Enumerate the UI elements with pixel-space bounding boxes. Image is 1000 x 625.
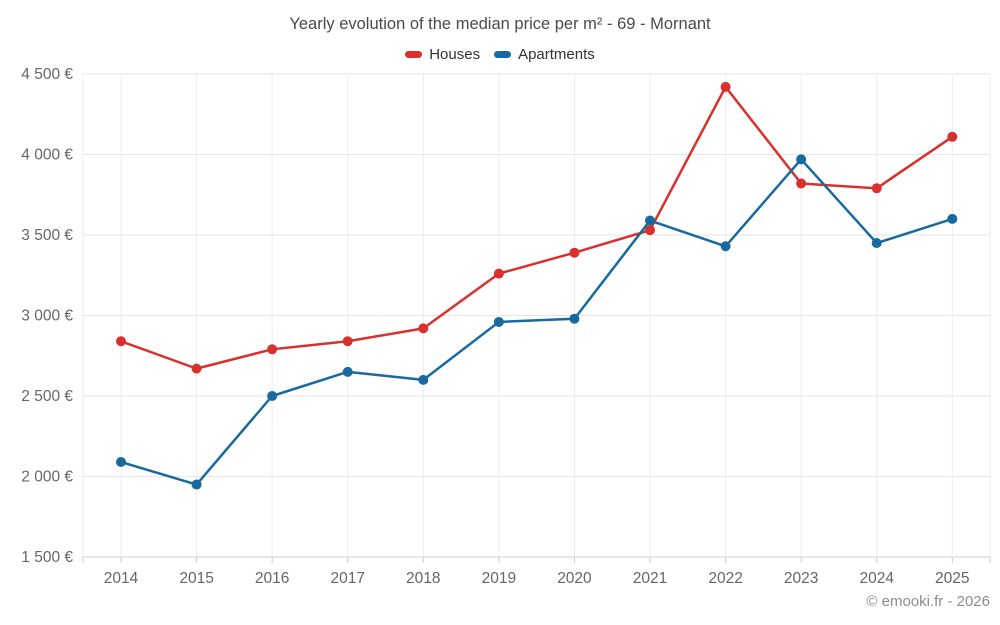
houses-legend-swatch-icon (405, 51, 423, 58)
data-point-houses-2025[interactable] (947, 131, 958, 142)
apartments-legend-swatch-icon (494, 51, 512, 58)
legend-label-apartments: Apartments (518, 46, 595, 63)
data-point-apartments-2015[interactable] (191, 479, 202, 490)
data-point-apartments-2014[interactable] (116, 457, 126, 468)
data-point-apartments-2025[interactable] (947, 213, 958, 224)
data-point-houses-2022[interactable] (720, 81, 731, 92)
x-axis-label: 2021 (633, 570, 667, 587)
x-axis-label: 2015 (179, 570, 213, 587)
x-axis-label: 2014 (104, 570, 139, 587)
x-axis-label: 2022 (708, 570, 742, 587)
data-point-houses-2019[interactable] (493, 268, 504, 279)
data-point-houses-2018[interactable] (418, 323, 429, 334)
data-point-apartments-2020[interactable] (569, 313, 580, 324)
data-point-houses-2021[interactable] (645, 225, 656, 236)
x-axis-label: 2024 (859, 570, 894, 587)
data-point-houses-2020[interactable] (569, 247, 580, 258)
data-point-apartments-2023[interactable] (796, 154, 807, 165)
copyright-text: © emooki.fr - 2026 (866, 593, 990, 610)
data-point-houses-2015[interactable] (191, 363, 202, 374)
data-point-apartments-2021[interactable] (645, 215, 656, 226)
data-point-houses-2016[interactable] (267, 344, 278, 355)
x-axis-label: 2025 (935, 570, 969, 587)
x-axis-label: 2023 (784, 570, 818, 587)
data-point-apartments-2022[interactable] (720, 241, 731, 252)
x-axis-label: 2019 (482, 570, 516, 587)
x-axis-label: 2018 (406, 570, 440, 587)
y-axis-label: 1 500 € (21, 549, 73, 566)
data-point-apartments-2017[interactable] (342, 366, 353, 377)
data-point-houses-2017[interactable] (342, 336, 353, 347)
data-point-houses-2023[interactable] (796, 178, 807, 189)
y-axis-label: 3 500 € (21, 227, 73, 244)
data-point-apartments-2019[interactable] (493, 316, 504, 327)
data-point-houses-2014[interactable] (116, 336, 126, 347)
y-axis-label: 4 500 € (21, 66, 73, 83)
data-point-houses-2024[interactable] (871, 183, 882, 194)
y-axis-label: 3 000 € (21, 308, 73, 325)
data-point-apartments-2024[interactable] (871, 238, 882, 249)
y-axis-label: 4 000 € (21, 147, 73, 164)
data-point-apartments-2016[interactable] (267, 391, 278, 401)
series-line-apartments[interactable] (119, 158, 954, 486)
series-line-houses[interactable] (119, 85, 954, 370)
legend: Houses Apartments (0, 46, 1000, 63)
x-axis-label: 2017 (330, 570, 364, 587)
data-point-apartments-2018[interactable] (418, 374, 429, 385)
x-axis-label: 2016 (255, 570, 289, 587)
legend-label-houses: Houses (429, 46, 481, 63)
chart-title: Yearly evolution of the median price per… (289, 15, 711, 33)
legend-item-apartments[interactable]: Apartments (494, 46, 595, 63)
legend-item-houses[interactable]: Houses (405, 46, 480, 63)
y-axis-label: 2 500 € (21, 388, 73, 405)
y-axis-label: 2 000 € (21, 469, 73, 486)
x-axis-label: 2020 (557, 570, 592, 587)
